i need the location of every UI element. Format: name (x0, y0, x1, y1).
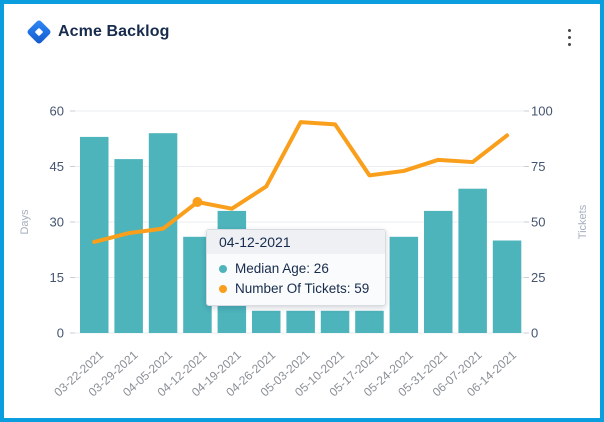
hovered-point-marker[interactable] (192, 197, 203, 208)
bar-05-17-2021[interactable] (355, 310, 384, 333)
right-axis-tick-label: 100 (531, 104, 553, 119)
chart-tooltip: 04-12-2021 Median Age: 26 Number Of Ticke… (206, 229, 386, 306)
left-axis-tick-label: 30 (50, 215, 64, 230)
right-axis-tick-label: 75 (531, 159, 545, 174)
bar-05-31-2021[interactable] (424, 210, 453, 333)
bar-06-14-2021[interactable] (492, 240, 522, 334)
bar-05-10-2021[interactable] (320, 310, 350, 333)
bar-03-22-2021[interactable] (80, 136, 109, 333)
kebab-dot (567, 42, 571, 46)
series-dot-icon (219, 284, 227, 293)
kebab-dot (567, 28, 571, 32)
bar-03-29-2021[interactable] (114, 159, 143, 333)
tooltip-item-text: Median Age: 26 (235, 261, 329, 276)
bar-04-26-2021[interactable] (252, 310, 281, 333)
kebab-menu-icon[interactable] (560, 22, 578, 52)
kebab-dot (567, 35, 571, 39)
right-axis-title: Tickets (577, 204, 589, 239)
left-axis-tick-label: 0 (57, 326, 64, 341)
tooltip-item-text: Number Of Tickets: 59 (235, 281, 370, 296)
left-axis-tick-label: 60 (50, 104, 64, 119)
app-header: Acme Backlog (4, 4, 600, 60)
right-axis-tick-label: 50 (531, 215, 545, 230)
left-axis-title: Days (19, 209, 31, 235)
series-dot-icon (219, 264, 227, 273)
tooltip-date: 04-12-2021 (207, 230, 385, 254)
tooltip-body: Median Age: 26 Number Of Tickets: 59 (207, 254, 385, 305)
bar-06-07-2021[interactable] (458, 188, 487, 333)
bar-05-03-2021[interactable] (286, 310, 315, 333)
app-logo-inner-diamond (34, 27, 44, 37)
bar-04-05-2021[interactable] (148, 133, 178, 333)
tickets-line[interactable] (92, 120, 510, 244)
tooltip-item: Median Age: 26 (219, 261, 373, 276)
right-axis-tick-label: 25 (531, 270, 545, 285)
app-logo-icon (26, 19, 52, 45)
bar-05-24-2021[interactable] (389, 236, 419, 333)
app-title: Acme Backlog (58, 23, 170, 40)
left-axis-tick-label: 45 (50, 159, 64, 174)
right-axis-tick-label: 0 (531, 326, 538, 341)
left-axis-tick-label: 15 (50, 270, 64, 285)
tooltip-item: Number Of Tickets: 59 (219, 281, 373, 296)
